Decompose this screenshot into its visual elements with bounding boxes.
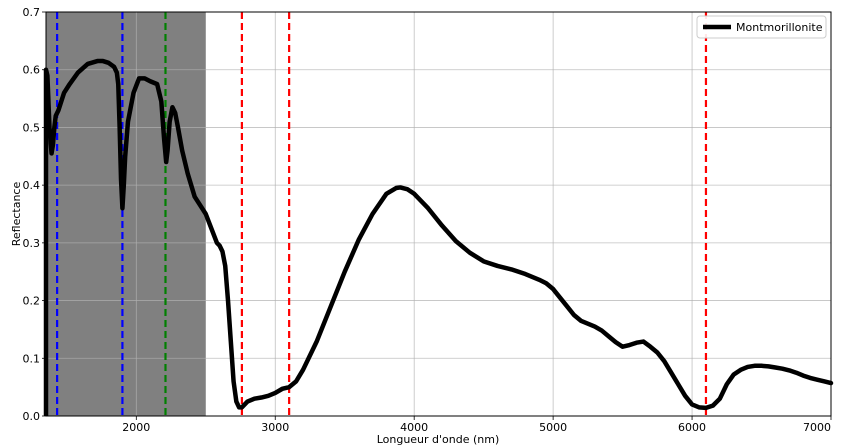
legend-label-montmorillonite: Montmorillonite [736, 21, 823, 34]
vertical-lines-layer [56, 12, 708, 416]
x-tick-label: 7000 [803, 421, 831, 434]
y-tick-label: 0.0 [23, 410, 41, 423]
y-axis-title: Reflectance [10, 182, 23, 247]
x-tick-label: 2000 [122, 421, 150, 434]
y-tick-label: 0.3 [23, 237, 41, 250]
shaded-region [46, 12, 206, 416]
y-tick-label: 0.2 [23, 295, 41, 308]
y-tick-label: 0.6 [23, 64, 41, 77]
y-tick-label: 0.4 [23, 179, 41, 192]
y-tick-label: 0.1 [23, 352, 41, 365]
shaded-region-layer [46, 12, 206, 416]
x-tick-label: 6000 [678, 421, 706, 434]
y-tick-label: 0.7 [23, 6, 41, 19]
x-tick-label: 3000 [261, 421, 289, 434]
plot-frame [45, 11, 832, 417]
legend-box [696, 15, 827, 39]
x-tick-label: 5000 [539, 421, 567, 434]
legend: Montmorillonite [696, 15, 827, 39]
x-axis-title: Longueur d'onde (nm) [377, 433, 500, 446]
tick-layer: 2000 3000 4000 5000 6000 7000 0.0 0.1 0.2 0.3 0.4 0… [23, 6, 832, 434]
x-tick-label: 4000 [400, 421, 428, 434]
series-line [43, 58, 834, 411]
y-tick-label: 0.5 [23, 121, 41, 134]
